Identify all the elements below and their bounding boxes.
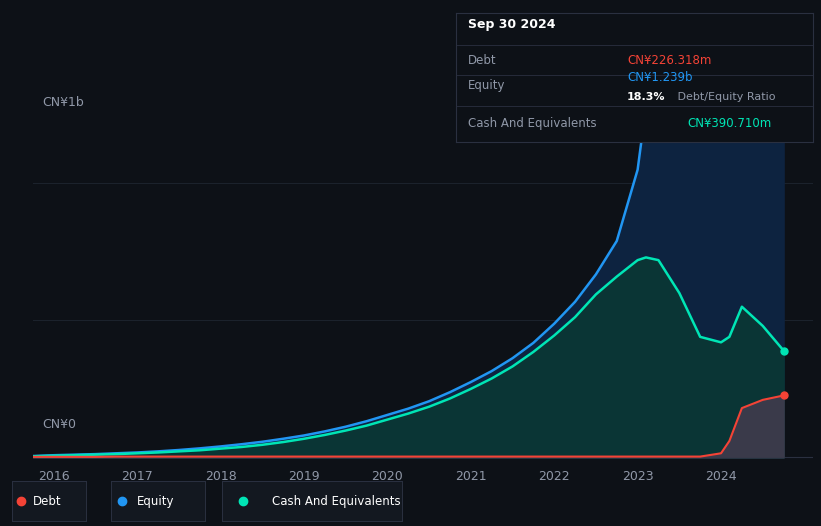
Text: 18.3%: 18.3% [627,92,666,102]
Text: Debt: Debt [468,54,497,67]
Text: CN¥0: CN¥0 [42,418,76,431]
Text: CN¥390.710m: CN¥390.710m [688,117,772,130]
Text: Equity: Equity [137,494,175,508]
Text: Cash And Equivalents: Cash And Equivalents [273,494,401,508]
Text: CN¥1b: CN¥1b [42,96,84,109]
Text: Sep 30 2024: Sep 30 2024 [468,18,556,31]
Text: Equity: Equity [468,79,506,92]
Text: Cash And Equivalents: Cash And Equivalents [468,117,597,130]
Text: CN¥226.318m: CN¥226.318m [627,54,712,67]
Text: Debt: Debt [33,494,62,508]
Text: CN¥1.239b: CN¥1.239b [627,71,693,84]
Text: Debt/Equity Ratio: Debt/Equity Ratio [673,92,775,102]
